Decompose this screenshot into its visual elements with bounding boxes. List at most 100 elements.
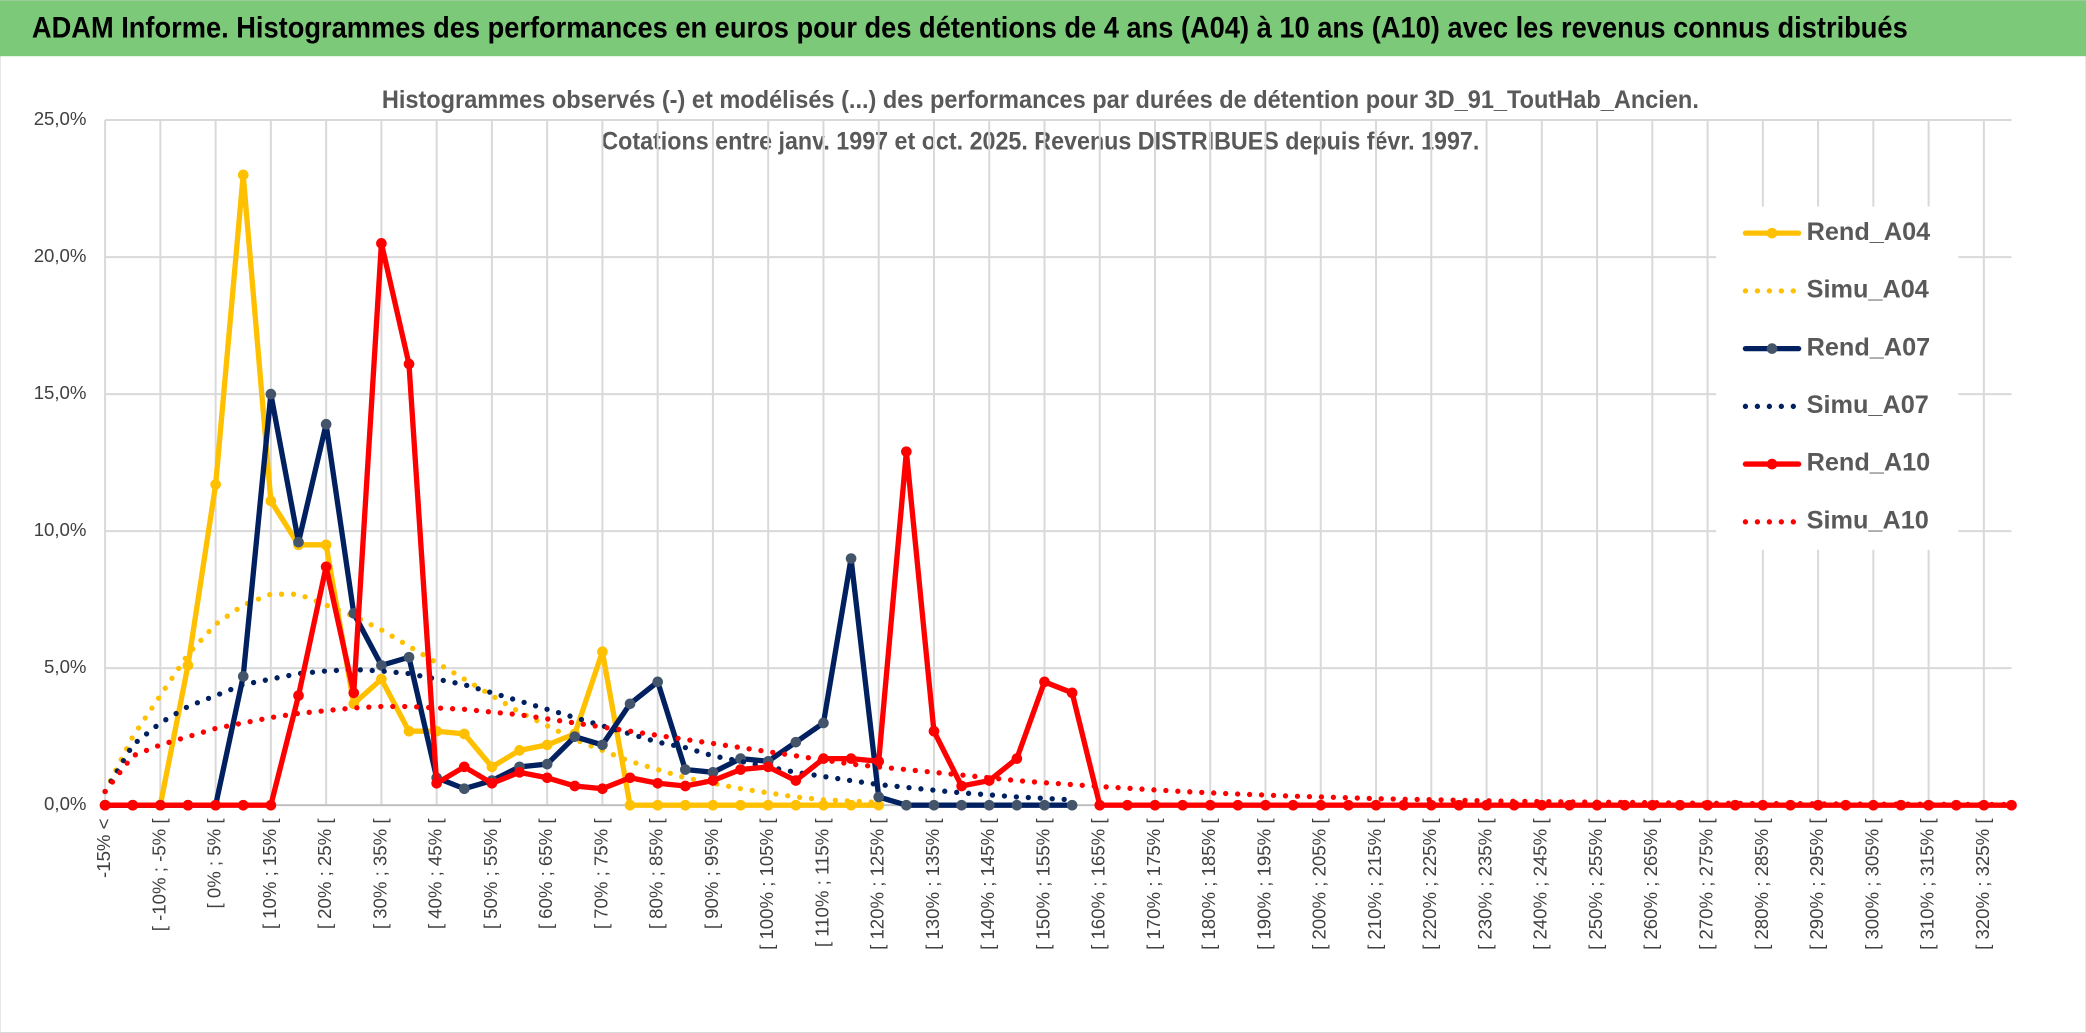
- point: [1260, 799, 1271, 811]
- x-tick-label: [ 10% ; 15% [: [259, 818, 280, 930]
- x-tick-label: [ 30% ; 35% [: [369, 818, 390, 930]
- point: [1177, 799, 1188, 811]
- x-tick-label: [ 160% ; 165% [: [1088, 818, 1109, 950]
- point: [237, 671, 249, 682]
- point: [210, 799, 221, 811]
- point: [293, 536, 304, 548]
- x-tick-label: [ 90% ; 95% [: [701, 818, 722, 930]
- point: [514, 745, 525, 756]
- point: [569, 731, 581, 742]
- point: [790, 736, 802, 748]
- x-tick-label: [ 20% ; 25% [: [314, 818, 335, 930]
- point: [597, 646, 608, 658]
- point: [624, 799, 636, 811]
- point: [901, 799, 912, 811]
- chart-title: Histogrammes observés (-) et modélisés (…: [382, 86, 1699, 114]
- point: [707, 775, 719, 786]
- x-tick-label: [ 310% ; 315% [: [1917, 818, 1938, 950]
- legend-marker: [1766, 343, 1778, 354]
- point: [458, 728, 470, 740]
- x-tick-label: [ 220% ; 225% [: [1419, 818, 1440, 950]
- x-tick-label: [ 110% ; 115% [: [811, 818, 832, 947]
- legend-label: Rend_A10: [1807, 449, 1931, 477]
- point: [624, 772, 636, 784]
- x-tick-label: [ 40% ; 45% [: [425, 818, 446, 930]
- point: [376, 238, 387, 249]
- point: [2006, 799, 2017, 811]
- point: [597, 783, 608, 795]
- x-tick-label: [ 100% ; 105% [: [756, 818, 777, 950]
- point: [818, 799, 829, 811]
- point: [265, 799, 277, 811]
- x-tick-label: [ 280% ; 285% [: [1751, 818, 1772, 950]
- point: [956, 780, 967, 792]
- series-line: [102, 666, 1075, 803]
- point: [790, 799, 802, 811]
- point: [1370, 799, 1382, 811]
- point: [818, 717, 829, 729]
- point: [679, 764, 691, 775]
- point: [652, 799, 663, 811]
- point: [1343, 799, 1354, 811]
- x-tick-label: [ 120% ; 125% [: [867, 818, 888, 950]
- point: [486, 761, 498, 773]
- point: [1315, 799, 1327, 811]
- point: [597, 739, 608, 751]
- point: [348, 687, 360, 699]
- point: [1149, 799, 1161, 811]
- x-tick-label: [ 240% ; 245% [: [1530, 818, 1551, 950]
- point: [155, 799, 166, 811]
- point: [99, 799, 111, 811]
- x-tick-label: [ 250% ; 255% [: [1585, 818, 1606, 950]
- point: [735, 799, 746, 811]
- point: [237, 169, 249, 181]
- point: [1453, 799, 1465, 811]
- point: [1398, 799, 1409, 811]
- point: [376, 660, 387, 671]
- point: [735, 764, 746, 775]
- x-tick-label: [ 170% ; 175% [: [1143, 818, 1164, 950]
- point: [293, 690, 304, 701]
- point: [541, 758, 553, 770]
- point: [1812, 799, 1824, 811]
- point: [541, 772, 553, 784]
- point: [1039, 799, 1050, 811]
- point: [210, 479, 221, 490]
- y-tick-label: 25,0%: [34, 108, 87, 129]
- point: [1895, 799, 1907, 811]
- legend-label: Simu_A04: [1807, 276, 1929, 304]
- point: [1039, 676, 1050, 688]
- point: [679, 799, 691, 811]
- y-tick-label: 20,0%: [34, 245, 87, 266]
- point: [873, 756, 885, 767]
- point: [1232, 799, 1244, 811]
- point: [845, 553, 857, 564]
- point: [652, 676, 663, 688]
- point: [790, 775, 802, 786]
- x-tick-label: [ 130% ; 135% [: [922, 818, 943, 950]
- series-line: [102, 703, 2015, 808]
- x-tick-label: [ 270% ; 275% [: [1696, 818, 1717, 950]
- point: [1287, 799, 1299, 811]
- y-tick-label: 5,0%: [44, 656, 86, 677]
- point: [845, 753, 857, 764]
- legend-label: Rend_A07: [1807, 333, 1931, 361]
- x-tick-label: [ 50% ; 55% [: [480, 818, 501, 930]
- point: [1094, 799, 1106, 811]
- x-tick-label: [ 60% ; 65% [: [535, 818, 556, 930]
- x-tick-label: [ 260% ; 265% [: [1640, 818, 1661, 950]
- point: [1122, 799, 1133, 811]
- point: [624, 698, 636, 710]
- point: [707, 799, 719, 811]
- x-tick-label: [ 320% ; 325% [: [1972, 818, 1993, 950]
- x-tick-label: [ 230% ; 235% [: [1474, 818, 1495, 950]
- point: [514, 766, 525, 778]
- point: [182, 799, 194, 811]
- x-tick-label: [ 150% ; 155% [: [1032, 818, 1053, 950]
- point: [928, 799, 940, 811]
- plot: [99, 169, 2017, 811]
- point: [265, 495, 277, 507]
- point: [376, 673, 387, 685]
